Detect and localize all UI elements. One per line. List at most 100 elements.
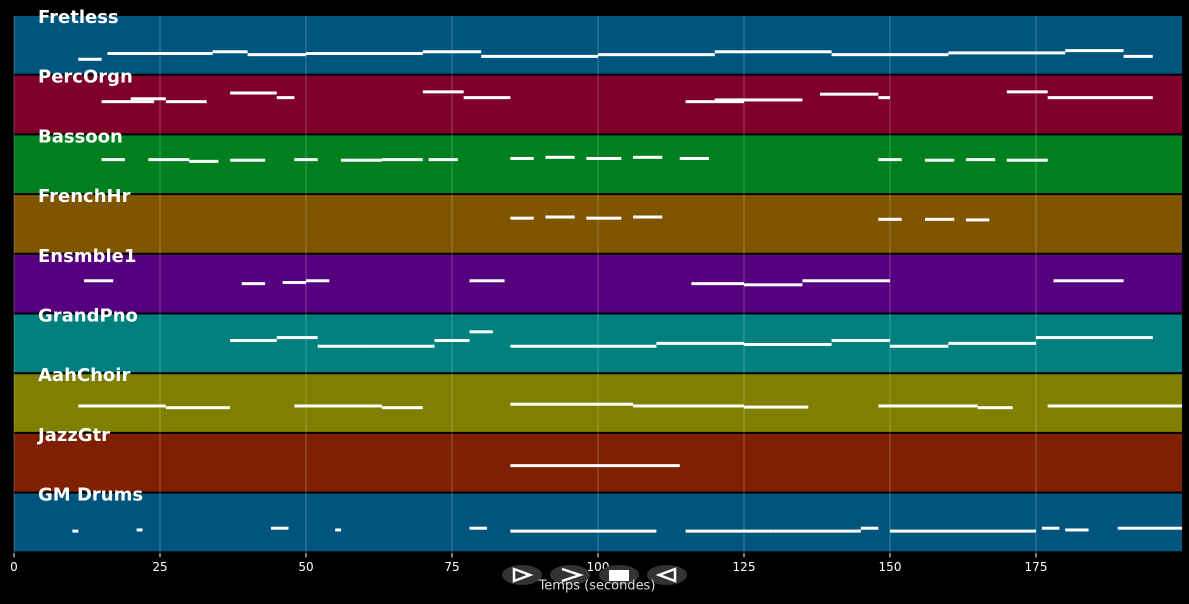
x-tick-label: 75 [444, 560, 459, 574]
track-lane [14, 75, 1182, 134]
note [165, 100, 207, 104]
play-icon [512, 567, 534, 583]
back-button[interactable] [647, 565, 687, 585]
note [282, 280, 306, 284]
note [878, 158, 902, 162]
note [744, 343, 832, 347]
track-lane [14, 493, 1182, 552]
note [241, 282, 266, 286]
note [510, 529, 657, 533]
note [101, 100, 155, 104]
x-tick-label: 50 [298, 560, 313, 574]
note [633, 215, 663, 219]
note [633, 404, 744, 408]
x-tick-label: 25 [152, 560, 167, 574]
note [586, 156, 622, 160]
toolbar [502, 565, 687, 585]
note [276, 336, 318, 340]
note [744, 405, 809, 409]
note [510, 344, 598, 348]
note [510, 156, 534, 160]
note [463, 96, 511, 100]
stop-icon [609, 570, 629, 581]
note [294, 404, 382, 408]
note [381, 158, 423, 162]
note [481, 54, 598, 58]
note [247, 53, 306, 57]
track-lane [14, 135, 1182, 194]
note [434, 338, 470, 342]
track-lane [14, 254, 1182, 313]
note [679, 156, 709, 160]
note [136, 528, 143, 532]
track-lane [14, 433, 1182, 492]
note [101, 158, 125, 162]
note [84, 279, 114, 283]
note [685, 529, 774, 533]
track-name: AahChoir [38, 365, 130, 386]
note [714, 50, 832, 54]
x-tick-label: 150 [879, 560, 902, 574]
note [878, 217, 902, 221]
note [948, 341, 1036, 345]
play-button[interactable] [502, 565, 542, 585]
note [890, 529, 1036, 533]
x-axis-label: Temps (secondes) [538, 579, 656, 594]
note [714, 98, 803, 102]
note [335, 528, 342, 532]
track-name: PercOrgn [38, 67, 133, 88]
note [1041, 526, 1060, 530]
forward-button[interactable] [550, 565, 590, 585]
x-tick-label: 0 [10, 560, 18, 574]
track-name: Fretless [38, 7, 119, 28]
note [1123, 54, 1153, 58]
note [469, 330, 493, 334]
note [1006, 90, 1048, 94]
track-lane [14, 195, 1182, 253]
x-tick-label: 125 [733, 560, 756, 574]
note [545, 215, 575, 219]
note [1053, 279, 1124, 283]
track-name: Ensmble1 [38, 246, 136, 267]
note [860, 526, 879, 530]
note [317, 344, 365, 348]
note [510, 464, 680, 468]
note [744, 283, 803, 287]
note [469, 526, 488, 530]
note [78, 404, 166, 408]
forward-icon [561, 567, 584, 583]
note [230, 158, 266, 162]
note [802, 279, 890, 283]
note [685, 100, 744, 104]
note [656, 341, 744, 345]
note [598, 53, 715, 57]
note [545, 155, 575, 159]
note [977, 406, 1013, 410]
note [510, 402, 634, 406]
note [212, 50, 248, 54]
note [306, 52, 423, 56]
note [831, 53, 949, 57]
note [294, 158, 318, 162]
track-lane [14, 16, 1182, 74]
x-tick-label: 175 [1025, 560, 1048, 574]
note [422, 90, 464, 94]
note [1065, 49, 1124, 53]
note [633, 155, 663, 159]
note [189, 159, 219, 163]
note [107, 52, 213, 56]
note [691, 282, 744, 286]
note [78, 57, 102, 61]
note [1047, 404, 1124, 408]
note [270, 526, 289, 530]
note [773, 529, 861, 533]
note [72, 529, 79, 533]
track-name: GrandPno [38, 306, 138, 327]
note [1123, 404, 1182, 408]
note [819, 92, 879, 96]
note [276, 96, 295, 100]
track-name: FrenchHr [38, 186, 131, 207]
note [165, 406, 231, 410]
note [1117, 526, 1182, 530]
